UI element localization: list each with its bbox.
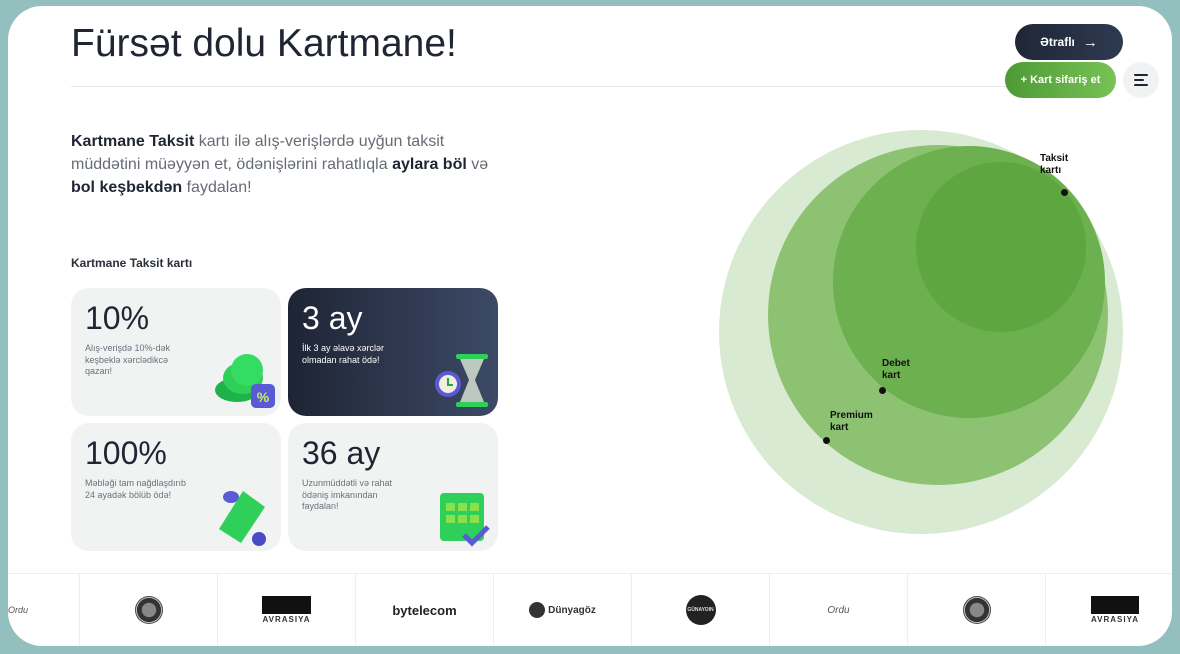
partner-logo[interactable] [80, 574, 218, 646]
yin-yang-logo-icon [962, 596, 991, 624]
card-desc: Alış-verişdə 10%-dək keşbeklə xərclədikc… [85, 343, 171, 376]
more-button[interactable]: Ətraflı → [1015, 24, 1123, 60]
card-value: 36 ay [302, 435, 381, 471]
section-title: Kartmane Taksit kartı [71, 256, 193, 270]
menu-button[interactable] [1123, 62, 1159, 98]
card-value: 3 ay [302, 300, 363, 336]
menu-icon-line [1134, 79, 1144, 81]
feature-card-cash: 100% Məbləği tam nağdlaşdırıb 24 ayadək … [71, 423, 281, 551]
divider [71, 86, 1071, 87]
feature-card-term: 36 ay Uzunmüddətli və rahat ödəniş imkan… [288, 423, 498, 551]
dot-taksit [1061, 189, 1068, 196]
dot-premium [823, 437, 830, 444]
card-desc: Məbləği tam nağdlaşdırıb 24 ayadək bölüb… [85, 478, 187, 500]
arrow-right-icon: → [1082, 33, 1098, 51]
svg-text:%: % [257, 389, 270, 405]
cashback-coins-icon: % [215, 354, 275, 408]
partner-logos-strip: Ordu AVRASIYA bytelecom Dünyagöz GÜNAYDI… [8, 573, 1172, 646]
partner-logo[interactable] [908, 574, 1046, 646]
partner-logo[interactable]: bytelecom [356, 574, 494, 646]
partner-logo[interactable]: AVRASIYA [218, 574, 356, 646]
partner-logo[interactable]: Ordu [8, 574, 80, 646]
feature-card-grace: 3 ay İlk 3 ay əlavə xərclər olmadan raha… [288, 288, 498, 416]
globe-logo-icon [529, 602, 546, 618]
yin-yang-logo-icon [134, 596, 163, 624]
calendar-check-icon [440, 493, 490, 547]
partner-logo[interactable]: Dünyagöz [494, 574, 632, 646]
dot-debet [879, 387, 886, 394]
intro-text: Kartmane Taksit kartı ilə alış-verişlərd… [71, 133, 489, 196]
taksit-circle [916, 162, 1086, 332]
page-title: Fürsət dolu Kartmane! [71, 22, 457, 65]
more-label: Ətraflı [1040, 35, 1075, 49]
card-value: 100% [85, 435, 167, 471]
label-taksit: Taksit kartı [1040, 153, 1069, 176]
hourglass-icon [435, 354, 488, 407]
menu-icon [1134, 74, 1148, 76]
partner-logo[interactable]: AVRASIYA [1046, 574, 1172, 646]
feature-card-cashback: 10% Alış-verişdə 10%-dək keşbeklə xərclə… [71, 288, 281, 416]
card-value: 10% [85, 300, 150, 336]
card-desc: Uzunmüddətli və rahat ödəniş imkanından … [302, 478, 393, 511]
partner-logo[interactable]: Ordu [770, 574, 908, 646]
label-premium: Premium kart [830, 410, 873, 433]
label-debet: Debet kart [882, 358, 910, 381]
partner-logo[interactable]: GÜNAYDIN [632, 574, 770, 646]
menu-icon-line [1134, 84, 1148, 86]
cash-icon [219, 491, 266, 546]
page: Fürsət dolu Kartmane! Ətraflı → + Kart si… [8, 6, 1172, 646]
card-desc: İlk 3 ay əlavə xərclər olmadan rahat ödə… [302, 343, 385, 365]
order-card-button[interactable]: + Kart sifariş et [1005, 62, 1116, 98]
